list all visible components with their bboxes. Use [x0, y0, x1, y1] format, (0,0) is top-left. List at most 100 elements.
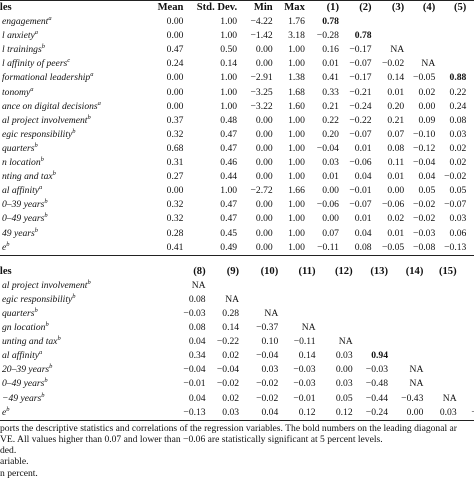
column-header: (2): [359, 2, 372, 13]
table-row: egic responsibilityb 0.32 0.47 0.00 1.00 0.20…: [0, 128, 474, 142]
table-cell: 0.00: [406, 406, 424, 418]
footnote-marker: b: [44, 212, 48, 220]
table-cell: [457, 293, 474, 307]
table-cell: −4.22: [250, 16, 273, 28]
column-header: (9): [226, 265, 240, 277]
table-cell: −0.04: [256, 350, 279, 362]
table-cell: 0.20: [322, 128, 339, 140]
table-cell: 1.00: [288, 199, 305, 211]
table-row: 0–39 yearsb 0.32 0.47 0.00 1.00 −0.06 −0.07 −0.…: [0, 198, 474, 212]
table-cell: 0.03: [322, 157, 339, 169]
variable-name: tonomy: [2, 86, 31, 98]
table-cell: [372, 29, 405, 43]
diagonal-value: 0.78: [322, 16, 339, 28]
variable-name: gn location: [2, 322, 46, 334]
table-row: gn locationb 0.08 0.14 −0.37 NA: [0, 321, 474, 335]
table-cell: −0.01: [183, 378, 206, 390]
table-cell: 0.01: [322, 58, 339, 70]
table-cell: −1.42: [250, 30, 273, 42]
footnote-marker: b: [6, 240, 10, 248]
table-cell: [353, 279, 388, 293]
table-cell: 0.00: [166, 185, 184, 197]
table-cell: 0.08: [188, 293, 206, 305]
table-row: −49 yearsb 0.04 0.02 −0.02 −0.01 0.05 −0.44 −0.…: [0, 392, 474, 406]
row-label: eb: [0, 241, 154, 255]
table-cell: 0.28: [222, 307, 240, 319]
table-row: l trainingsb 0.47 0.50 0.00 1.00 0.16 −0.17 NA: [0, 43, 474, 57]
footnote-marker: b: [57, 334, 61, 342]
column-header: (10): [260, 265, 279, 277]
variable-name: l affinity of peers: [2, 58, 68, 70]
table-row: eb 0.41 0.49 0.00 1.00 −0.11 0.08 −0.05 −0.08 −0.…: [0, 241, 474, 255]
row-label: unting and taxb: [0, 335, 176, 349]
table-cell: 0.01: [354, 213, 372, 225]
row-label: ance on digital decisionsa: [0, 100, 154, 114]
note-line: ariable.: [0, 456, 29, 468]
column-header-variables: bles: [0, 265, 12, 277]
footnote-marker: a: [30, 85, 34, 93]
table-cell: −0.22: [216, 336, 240, 348]
table-cell: 1.00: [220, 100, 238, 112]
table-cell: 0.03: [439, 406, 457, 418]
row-label: 0–39 yearsb: [0, 198, 154, 212]
table-cell: −0.11: [317, 241, 339, 253]
table-cell: −0.37: [256, 322, 279, 334]
table-cell: 0.00: [255, 58, 273, 70]
table-cell: [423, 307, 456, 321]
table-cell: [466, 29, 474, 43]
table-cell: −0.02: [444, 171, 467, 183]
table-row: n locationb 0.31 0.46 0.00 1.00 0.03 −0.06 0.11…: [0, 156, 474, 170]
row-label: engagementa: [0, 15, 154, 29]
table-cell: −0.01: [293, 392, 316, 404]
table-cell: −0: [466, 198, 474, 212]
table-cell: 0.44: [220, 171, 238, 183]
table1-header-row: bles Mean Std. Dev. Min Max (1) (2) (3) (4) (5)(: [0, 1, 474, 15]
footnote-marker: b: [44, 377, 48, 385]
footnote-marker: b: [34, 226, 39, 234]
table-row: nting and taxb 0.27 0.44 0.00 1.00 0.01 0.04 0.…: [0, 170, 474, 184]
variable-name: al affinity: [2, 350, 40, 362]
table-cell: −0.02: [216, 378, 240, 390]
table-cell: 0.68: [166, 142, 184, 154]
row-label: l anxietya: [0, 29, 154, 43]
table-cell: 0.12: [298, 406, 316, 418]
table-cell: 0.24: [449, 100, 467, 112]
table-row: unting and taxb 0.04 −0.22 0.10 −0.11 NA: [0, 335, 474, 349]
table-cell: 0.00: [255, 213, 273, 225]
table-cell: NA: [442, 392, 457, 404]
table-cell: 0.21: [322, 100, 339, 112]
table-row: eb−0.130.030.040.120.12−0.240.000.03−0.: [0, 406, 474, 420]
variable-name: 0–49 years: [2, 378, 45, 390]
table-cell: 0.01: [322, 171, 339, 183]
table-row: ance on digital decisionsa 0.00 1.00 −3.22 1…: [0, 100, 474, 114]
table-cell: [423, 335, 456, 349]
table-cell: 0.33: [322, 86, 339, 98]
table-cell: 0.00: [387, 185, 405, 197]
table-cell: 0: [466, 156, 474, 170]
table-cell: 0.02: [449, 157, 467, 169]
note-line: ded.: [0, 445, 17, 457]
table-cell: 0.08: [387, 142, 405, 154]
table-cell: 0.03: [449, 128, 467, 140]
footnote-marker: b: [44, 198, 48, 206]
column-header: (15): [438, 265, 457, 277]
row-label: 0–49 yearsb: [0, 212, 154, 226]
footnote-marker: b: [87, 113, 91, 121]
table-cell: −0.02: [381, 58, 405, 70]
table-cell: −0.21: [349, 86, 372, 98]
table-cell: [388, 335, 423, 349]
table-cell: −0.13: [183, 406, 206, 418]
footnote-marker: b: [72, 127, 76, 135]
table-cell: 0.04: [354, 171, 372, 183]
variable-name: 0–49 years: [2, 213, 45, 225]
footnote-marker: b: [34, 141, 38, 149]
table-cell: [423, 279, 456, 293]
table-cell: −0.03: [293, 364, 316, 376]
table-cell: 0.00: [255, 171, 273, 183]
footnote-marker: b: [41, 391, 45, 399]
variable-name: 49 years: [2, 227, 35, 239]
footnote-marker: b: [40, 155, 44, 163]
table-cell: 0.01: [387, 171, 405, 183]
row-label: formational leadershipa: [0, 71, 154, 85]
